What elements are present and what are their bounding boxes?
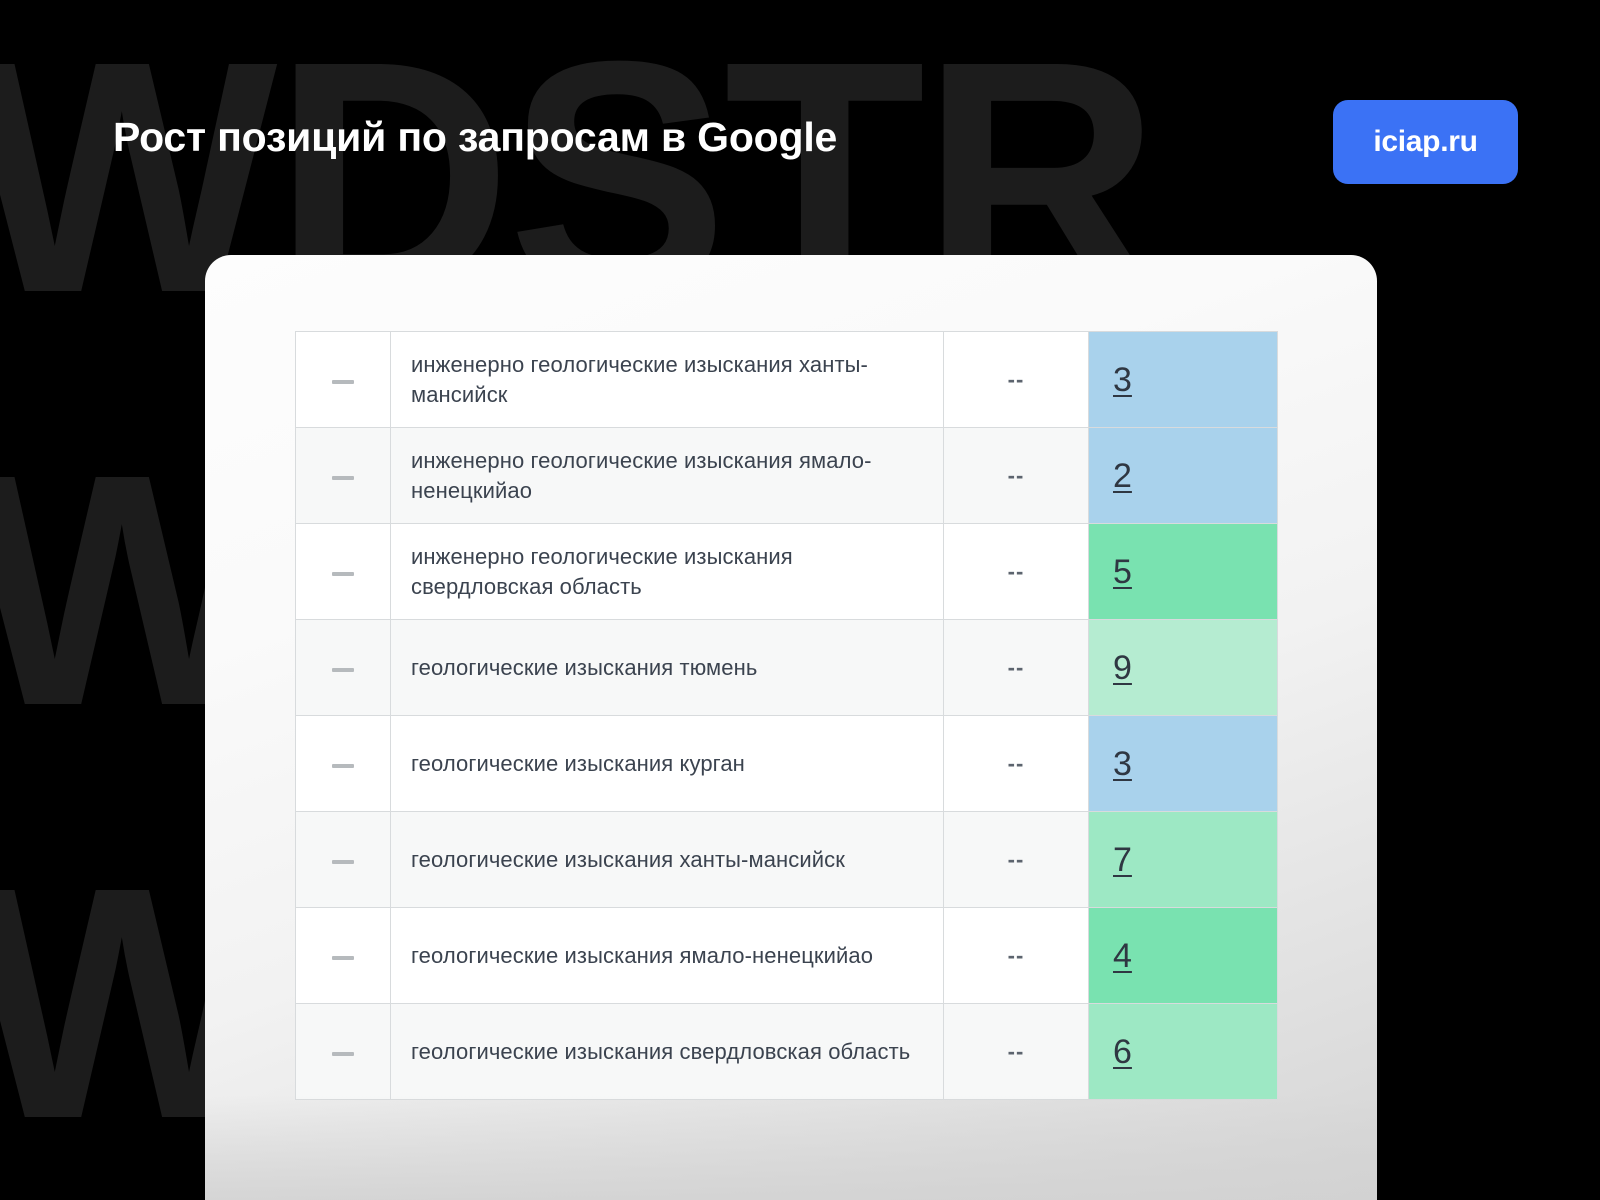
current-position-cell[interactable]: 6 bbox=[1088, 1003, 1278, 1100]
position-value: 7 bbox=[1113, 840, 1132, 879]
previous-position-cell: -- bbox=[943, 1003, 1089, 1100]
previous-position-cell: -- bbox=[943, 523, 1089, 620]
table-row[interactable]: инженерно геологические изыскания ямало-… bbox=[295, 427, 1278, 524]
page-title: Рост позиций по запросам в Google bbox=[113, 114, 838, 160]
previous-position-cell: -- bbox=[943, 907, 1089, 1004]
change-cell bbox=[295, 1003, 391, 1100]
table-row[interactable]: инженерно геологические изыскания ханты-… bbox=[295, 331, 1278, 428]
position-value: 4 bbox=[1113, 936, 1132, 975]
position-value: 5 bbox=[1113, 552, 1132, 591]
brand-badge[interactable]: iciap.ru bbox=[1333, 100, 1518, 184]
change-cell bbox=[295, 811, 391, 908]
query-cell: инженерно геологические изыскания ямало-… bbox=[390, 427, 944, 524]
previous-position-cell: -- bbox=[943, 811, 1089, 908]
query-cell: геологические изыскания ханты-мансийск bbox=[390, 811, 944, 908]
change-cell bbox=[295, 427, 391, 524]
current-position-cell[interactable]: 4 bbox=[1088, 907, 1278, 1004]
dash-icon bbox=[332, 859, 354, 864]
keyword-ranking-table: инженерно геологические изыскания ханты-… bbox=[295, 331, 1278, 1100]
position-value: 9 bbox=[1113, 648, 1132, 687]
change-cell bbox=[295, 523, 391, 620]
table-row[interactable]: геологические изыскания тюмень -- 9 bbox=[295, 619, 1278, 716]
current-position-cell[interactable]: 3 bbox=[1088, 715, 1278, 812]
table-row[interactable]: инженерно геологические изыскания свердл… bbox=[295, 523, 1278, 620]
position-value: 6 bbox=[1113, 1032, 1132, 1071]
change-cell bbox=[295, 331, 391, 428]
card-bottom-fade bbox=[205, 1095, 1377, 1200]
dash-icon bbox=[332, 475, 354, 480]
table-row[interactable]: геологические изыскания свердловская обл… bbox=[295, 1003, 1278, 1100]
table-row[interactable]: геологические изыскания ямало-ненецкийао… bbox=[295, 907, 1278, 1004]
change-cell bbox=[295, 715, 391, 812]
previous-position-cell: -- bbox=[943, 715, 1089, 812]
query-cell: геологические изыскания курган bbox=[390, 715, 944, 812]
previous-position-cell: -- bbox=[943, 619, 1089, 716]
query-cell: геологические изыскания свердловская обл… bbox=[390, 1003, 944, 1100]
dash-icon bbox=[332, 763, 354, 768]
screenshot-card: инженерно геологические изыскания ханты-… bbox=[205, 255, 1377, 1200]
table-row[interactable]: геологические изыскания ханты-мансийск -… bbox=[295, 811, 1278, 908]
query-cell: инженерно геологические изыскания свердл… bbox=[390, 523, 944, 620]
current-position-cell[interactable]: 7 bbox=[1088, 811, 1278, 908]
position-value: 3 bbox=[1113, 744, 1132, 783]
current-position-cell[interactable]: 3 bbox=[1088, 331, 1278, 428]
query-cell: инженерно геологические изыскания ханты-… bbox=[390, 331, 944, 428]
query-cell: геологические изыскания тюмень bbox=[390, 619, 944, 716]
previous-position-cell: -- bbox=[943, 427, 1089, 524]
change-cell bbox=[295, 907, 391, 1004]
previous-position-cell: -- bbox=[943, 331, 1089, 428]
position-value: 3 bbox=[1113, 360, 1132, 399]
dash-icon bbox=[332, 667, 354, 672]
dash-icon bbox=[332, 1051, 354, 1056]
change-cell bbox=[295, 619, 391, 716]
dash-icon bbox=[332, 379, 354, 384]
current-position-cell[interactable]: 2 bbox=[1088, 427, 1278, 524]
brand-label: iciap.ru bbox=[1373, 125, 1478, 158]
current-position-cell[interactable]: 5 bbox=[1088, 523, 1278, 620]
query-cell: геологические изыскания ямало-ненецкийао bbox=[390, 907, 944, 1004]
dash-icon bbox=[332, 955, 354, 960]
dash-icon bbox=[332, 571, 354, 576]
position-value: 2 bbox=[1113, 456, 1132, 495]
current-position-cell[interactable]: 9 bbox=[1088, 619, 1278, 716]
table-row[interactable]: геологические изыскания курган -- 3 bbox=[295, 715, 1278, 812]
